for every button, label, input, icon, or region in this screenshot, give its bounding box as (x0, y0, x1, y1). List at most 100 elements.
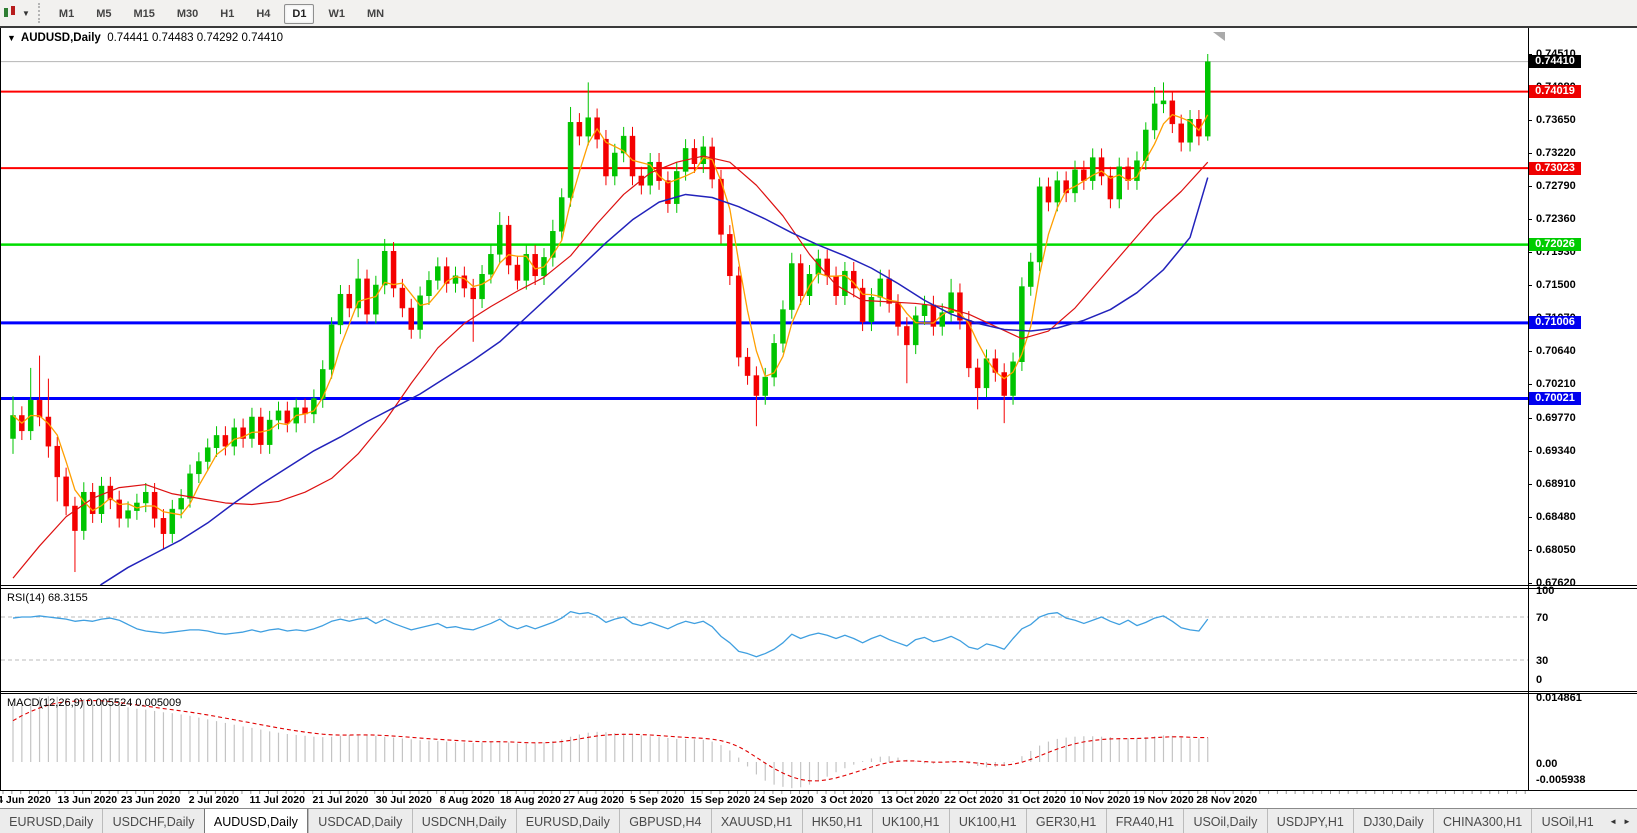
date-axis-label: 30 Jul 2020 (375, 794, 432, 806)
down-candle (346, 293, 353, 309)
timeframe-button-d1[interactable]: D1 (284, 4, 315, 24)
up-candle (1028, 261, 1034, 287)
timeframe-button-m15[interactable]: M15 (133, 8, 155, 20)
up-candle (939, 312, 945, 327)
chart-tab-usdjpy-h1[interactable]: USDJPY,H1 (1266, 809, 1354, 833)
down-candle (974, 367, 981, 389)
chart-tab-usdcnh-daily[interactable]: USDCNH,Daily (411, 809, 516, 833)
date-axis-label: 11 Jul 2020 (249, 794, 305, 806)
rsi-axis-tick: 70 (1536, 612, 1549, 624)
price-badge: 0.73023 (1529, 161, 1581, 175)
chart-tab-uk100-h1[interactable]: UK100,H1 (948, 809, 1026, 833)
down-candle (1063, 180, 1069, 194)
rsi-axis-tick: 30 (1536, 655, 1549, 667)
up-candle (1054, 180, 1061, 203)
macd-signal-line (12, 699, 1208, 782)
chevron-down-icon[interactable]: ▼ (22, 8, 30, 18)
price-badge: 0.70021 (1529, 392, 1581, 405)
macd-axis-tick: 0.014861 (1536, 692, 1582, 704)
ma-slow-line (99, 177, 1209, 585)
date-axis[interactable]: 4 Jun 2020 13 Jun 2020 23 Jun 2020 2 Jul 20… (0, 791, 1637, 808)
chart-tab-xauusd-h1[interactable]: XAUUSD,H1 (710, 809, 802, 833)
price-badge: 0.71006 (1529, 316, 1581, 330)
down-candle (895, 303, 901, 327)
down-candle (284, 410, 291, 424)
chart-tab-hk50-h1[interactable]: HK50,H1 (801, 809, 872, 833)
up-candle (169, 508, 176, 534)
tab-scroll-controls: ◄ ► (1603, 809, 1637, 833)
date-axis-label: 21 Jul 2020 (312, 794, 369, 806)
up-candle (1116, 166, 1122, 200)
chart-tab-ger30-h1[interactable]: GER30,H1 (1025, 809, 1106, 833)
up-candle (1036, 186, 1043, 263)
up-candle (567, 122, 574, 198)
down-candle (753, 375, 760, 396)
chart-tab-eurusd-daily[interactable]: EURUSD,Daily (515, 809, 619, 833)
chart-tab-dj30-daily[interactable]: DJ30,Daily (1353, 809, 1433, 833)
chart-tab-usoil-daily[interactable]: USOil,Daily (1183, 809, 1266, 833)
up-candle (249, 416, 255, 439)
down-candle (160, 518, 167, 534)
down-candle (957, 292, 963, 321)
date-axis-label: 22 Oct 2020 (944, 794, 1003, 806)
chart-tab-uk100-h1[interactable]: UK100,H1 (871, 809, 949, 833)
chart-shift-marker[interactable] (1213, 32, 1225, 41)
tab-scroll-right-icon[interactable]: ► (1623, 817, 1631, 826)
up-candle (674, 171, 680, 204)
chart-tab-eurusd-daily[interactable]: EURUSD,Daily (9, 814, 94, 829)
rsi-indicator-label: RSI(14) 68.3155 (7, 592, 88, 604)
up-candle (912, 315, 919, 346)
candlestick-chart-icon[interactable] (2, 5, 20, 21)
price-badge: 0.74410 (1529, 55, 1581, 69)
down-candle (1001, 372, 1007, 396)
up-candle (550, 231, 556, 258)
down-candle (629, 135, 636, 177)
up-candle (877, 278, 884, 298)
chart-tab-usdchf-daily[interactable]: USDCHF,Daily (102, 809, 203, 833)
up-candle (780, 309, 786, 344)
date-axis-label: 4 Jun 2020 (0, 794, 51, 806)
up-candle (196, 461, 202, 475)
price-chart-plot[interactable] (1, 28, 1529, 585)
axis-divider (1528, 28, 1529, 790)
chart-tab-audusd-daily[interactable]: AUDUSD,Daily (203, 809, 309, 833)
date-axis-label: 8 Aug 2020 (439, 794, 495, 806)
tab-scroll-left-icon[interactable]: ◄ (1609, 817, 1617, 826)
up-candle (868, 297, 875, 323)
down-candle (461, 275, 468, 289)
chart-tab-fra40-h1[interactable]: FRA40,H1 (1105, 809, 1184, 833)
chart-tab-china300-h1[interactable]: CHINA300,H1 (1432, 809, 1532, 833)
date-axis-label: 5 Sep 2020 (629, 794, 685, 806)
up-candle (125, 510, 131, 519)
down-candle (859, 287, 866, 323)
up-candle (328, 324, 335, 370)
date-axis-label: 3 Oct 2020 (820, 794, 874, 806)
macd-indicator-plot[interactable] (1, 694, 1529, 790)
up-candle (1160, 100, 1167, 105)
up-candle (488, 254, 494, 275)
rsi-line (12, 610, 1209, 658)
chart-tab-usdcad-daily[interactable]: USDCAD,Daily (308, 809, 411, 833)
ma-mid-line (12, 155, 1209, 579)
down-candle (45, 416, 52, 447)
up-candle (1010, 361, 1016, 396)
timeframe-button-m1[interactable]: M1 (58, 8, 75, 20)
collapse-caret-icon[interactable]: ▼ (7, 33, 16, 43)
timeframe-button-mn[interactable]: MN (366, 8, 385, 20)
chart-tab-usoil-h1[interactable]: USOil,H1 (1531, 809, 1602, 833)
timeframe-button-w1[interactable]: W1 (328, 8, 345, 20)
chart-tab-gbpusd-h4[interactable]: GBPUSD,H4 (619, 809, 711, 833)
timeframe-button-h1[interactable]: H1 (220, 8, 235, 20)
date-axis-label: 28 Nov 2020 (1196, 794, 1258, 806)
up-candle (948, 292, 954, 313)
toolbar-grip[interactable] (37, 3, 40, 23)
timeframe-button-m30[interactable]: M30 (176, 8, 199, 20)
rsi-indicator-plot[interactable] (1, 589, 1529, 691)
timeframe-button-m5[interactable]: M5 (96, 8, 112, 20)
up-candle (10, 415, 16, 439)
down-candle (1045, 186, 1052, 203)
date-axis-label: 15 Sep 2020 (690, 794, 751, 806)
up-candle (921, 304, 928, 316)
timeframe-button-h4[interactable]: H4 (256, 8, 271, 20)
down-candle (63, 476, 69, 507)
